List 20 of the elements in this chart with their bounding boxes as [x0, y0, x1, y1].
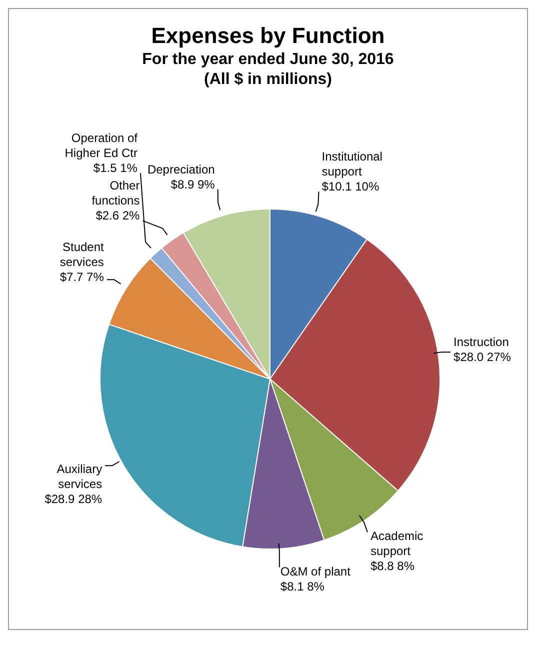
data-label: $8.8 8%	[370, 559, 415, 574]
data-label: $28.9 28%	[44, 492, 102, 506]
slice-label: O&M of plant	[280, 564, 352, 578]
slice-label: Institutional support	[322, 150, 382, 179]
slice-label: Academic support	[370, 529, 424, 558]
slice-label: Auxiliary services	[56, 462, 102, 491]
slice-label: Operation of Higher Ed Ctr	[64, 130, 138, 160]
slice-label: Other functions	[92, 178, 140, 208]
data-label: $10.1 10%	[322, 180, 380, 194]
slice-label: Instruction	[454, 334, 509, 349]
data-label: $8.9 9%	[170, 177, 216, 192]
data-label: $7.7 7%	[60, 270, 104, 284]
chart-title: Expenses by Function	[150, 22, 386, 49]
data-label: $28.0 27%	[454, 350, 512, 364]
slice-label: Depreciation	[147, 162, 215, 176]
data-label: $1.5 1%	[93, 160, 138, 175]
slice-label: Student services	[60, 240, 105, 269]
chart-subtitle: For the year ended June 30, 2016 (All $ in millions)	[141, 51, 395, 89]
data-label: $8.1 8%	[280, 579, 325, 594]
data-label: $2.6 2%	[96, 208, 140, 223]
